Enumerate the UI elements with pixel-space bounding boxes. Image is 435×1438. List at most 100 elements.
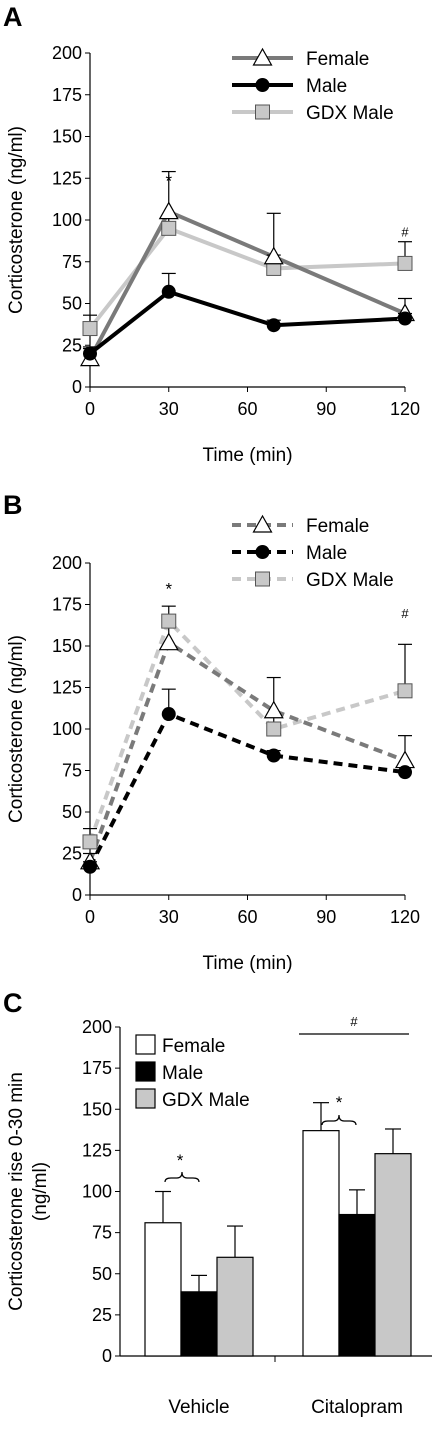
- y-tick-label: 0: [102, 1346, 112, 1366]
- panel-letter: A: [3, 2, 23, 32]
- y-tick-label: 25: [62, 335, 82, 355]
- data-point-male: [266, 318, 281, 333]
- y-tick-label: 150: [52, 636, 82, 656]
- bar-male: [338, 1213, 376, 1357]
- y-tick-label: 100: [82, 1182, 112, 1202]
- y-tick-label: 100: [52, 210, 82, 230]
- data-point-male: [398, 765, 412, 780]
- chart-panel-c: C 0 25 50 75 100 125 150 175 200 Corticosterone ri…: [3, 988, 432, 1418]
- x-axis-title: Time (min): [202, 445, 292, 466]
- legend-swatch: [135, 1088, 156, 1109]
- legend-label: Female: [162, 1036, 225, 1057]
- legend-label: Female: [306, 516, 369, 537]
- legend-marker: [255, 78, 270, 92]
- y-tick-label: 150: [52, 127, 82, 147]
- legend-marker: [255, 104, 270, 120]
- legend-swatch: [135, 1034, 156, 1055]
- series-line-gdx-male: [88, 225, 406, 330]
- data-point-male: [398, 311, 412, 326]
- series-line-gdx-male: [88, 617, 406, 843]
- x-tick-label: 0: [85, 399, 95, 419]
- legend-marker: [252, 47, 273, 66]
- legend-label: Male: [306, 543, 347, 564]
- significance-mark: *: [165, 172, 172, 191]
- legend-label: GDX Male: [306, 103, 394, 124]
- data-point-female: [394, 750, 416, 769]
- bar-female: [302, 1130, 340, 1357]
- data-point-gdx-male: [161, 613, 177, 629]
- data-point-female: [263, 700, 284, 719]
- y-tick-label: 175: [82, 1058, 112, 1078]
- bar-male: [180, 1291, 218, 1357]
- data-point-male: [161, 707, 176, 722]
- legend-swatch: [135, 1061, 156, 1082]
- y-tick-label: 100: [52, 719, 82, 739]
- x-tick-label: 90: [316, 399, 336, 419]
- series-line-female: [88, 209, 406, 360]
- data-point-female: [263, 246, 284, 265]
- y-tick-label: 50: [62, 294, 82, 314]
- legend-label: GDX Male: [162, 1090, 250, 1111]
- data-point-male: [161, 284, 176, 299]
- significance-mark: *: [336, 1093, 343, 1112]
- legend-label: Male: [162, 1063, 203, 1084]
- panel-letter: B: [3, 490, 23, 520]
- category-label: Vehicle: [168, 1397, 229, 1418]
- data-point-gdx-male: [161, 220, 177, 236]
- y-tick-label: 200: [52, 43, 82, 63]
- data-point-gdx-male: [82, 834, 98, 850]
- x-tick-label: 90: [316, 907, 336, 927]
- significance-brace: [321, 1114, 357, 1126]
- chart-panel-b: B 0 25 50 75 100 125 150 175 200 0 30 60 90 120 Time (m…: [3, 490, 420, 974]
- y-tick-label: 125: [82, 1140, 112, 1160]
- bar-female: [144, 1222, 182, 1357]
- x-axis-title: Time (min): [202, 953, 292, 974]
- significance-mark: *: [177, 1151, 184, 1170]
- data-point-female: [158, 632, 179, 651]
- x-tick-label: 120: [390, 907, 420, 927]
- x-tick-label: 30: [159, 399, 179, 419]
- data-point-male: [83, 859, 97, 874]
- legend-marker: [252, 514, 273, 533]
- data-point-female: [158, 201, 179, 220]
- x-tick-label: 30: [159, 907, 179, 927]
- series-line-male: [88, 289, 406, 356]
- y-tick-label: 0: [72, 377, 82, 397]
- chart-panel-a: A 0 25 50 75 100 125 150 175 200 0 30 60 90 120 Time (m…: [3, 2, 420, 466]
- y-tick-label: 75: [62, 761, 82, 781]
- data-point-gdx-male: [82, 321, 98, 337]
- y-tick-label: 50: [92, 1264, 112, 1284]
- y-tick-label: 175: [52, 595, 82, 615]
- data-point-gdx-male: [266, 721, 282, 737]
- significance-mark: #: [401, 225, 409, 240]
- y-tick-label: 150: [82, 1099, 112, 1119]
- y-tick-label: 25: [92, 1305, 112, 1325]
- significance-brace: [164, 1171, 200, 1183]
- data-point-gdx-male: [397, 683, 413, 699]
- x-tick-label: 60: [237, 399, 257, 419]
- y-tick-label: 175: [52, 85, 82, 105]
- y-axis-title: Corticosterone (ng/ml): [6, 126, 27, 314]
- x-tick-label: 60: [237, 907, 257, 927]
- y-tick-label: 125: [52, 168, 82, 188]
- significance-mark: #: [401, 606, 409, 621]
- series-line-male: [88, 711, 406, 868]
- bar-gdx-male: [216, 1256, 254, 1357]
- significance-mark: *: [165, 580, 172, 599]
- significance-mark: #: [350, 1014, 358, 1029]
- category-label: Citalopram: [311, 1397, 403, 1418]
- legend-label: GDX Male: [306, 570, 394, 591]
- y-tick-label: 200: [52, 553, 82, 573]
- series-line-female: [88, 639, 406, 863]
- data-point-gdx-male: [397, 255, 413, 271]
- y-axis-title: Corticosterone rise 0-30 min: [6, 1072, 27, 1311]
- legend-marker: [255, 571, 270, 587]
- x-tick-label: 120: [390, 399, 420, 419]
- legend-label: Female: [306, 49, 369, 70]
- y-tick-label: 25: [62, 844, 82, 864]
- y-tick-label: 200: [82, 1017, 112, 1037]
- panel-letter: C: [3, 988, 23, 1018]
- y-tick-label: 0: [72, 885, 82, 905]
- y-axis-title: Corticosterone (ng/ml): [6, 635, 27, 823]
